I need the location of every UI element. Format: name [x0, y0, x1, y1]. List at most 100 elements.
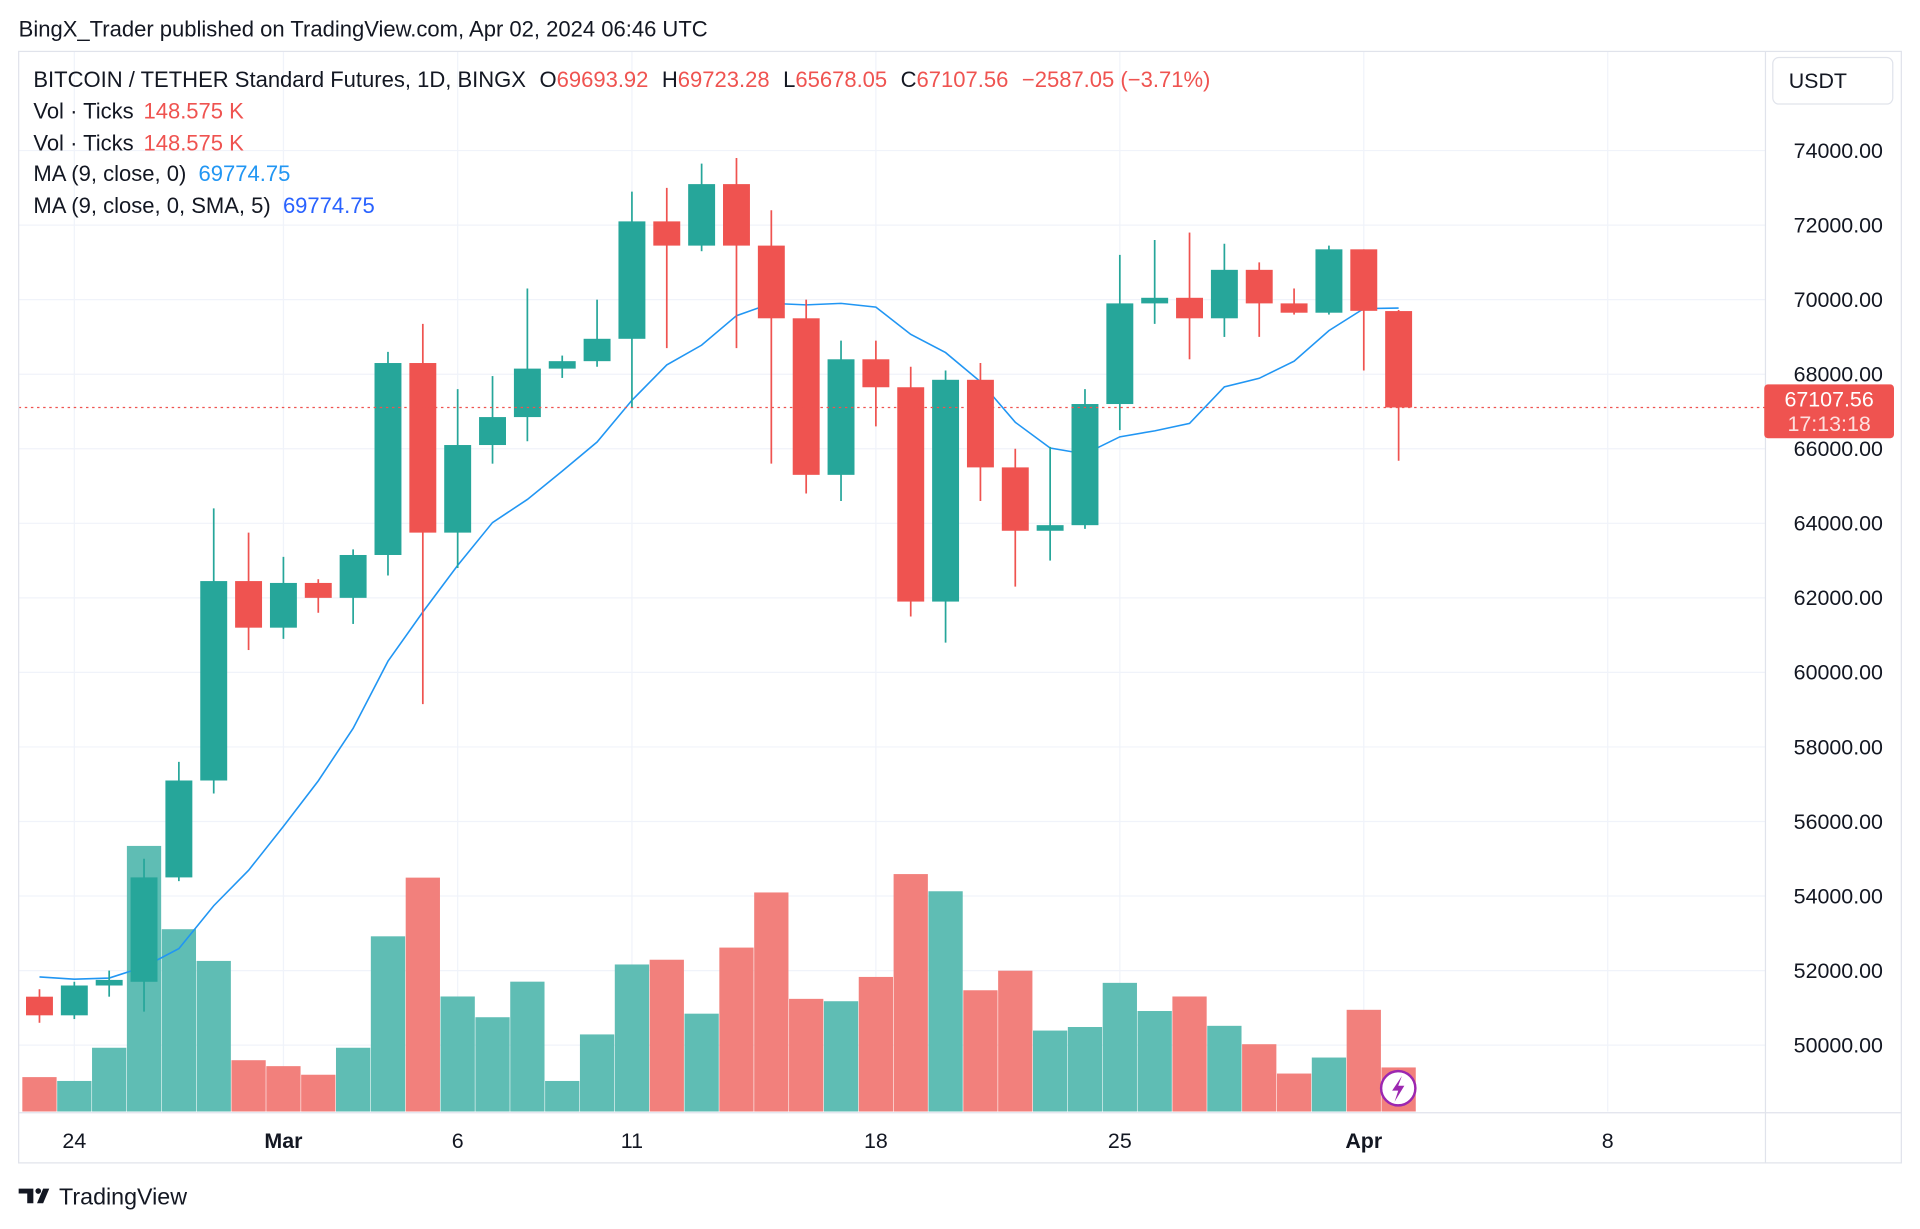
candle-body: [513, 368, 541, 418]
high-label: H: [662, 67, 678, 92]
time-axis[interactable]: 24 Mar 6 11 18 25 Apr 8: [62, 1129, 1613, 1153]
candle: [60, 981, 88, 1020]
candle: [1385, 309, 1413, 461]
time-tick-label: 24: [62, 1129, 86, 1153]
volume-bar: [754, 892, 789, 1112]
close-label: C: [901, 67, 917, 92]
volume-bar: [614, 964, 650, 1112]
vol-value: 148.575 K: [143, 99, 244, 124]
candle-body: [827, 359, 855, 475]
candle: [165, 761, 193, 882]
ma-label: MA (9, close, 0, SMA, 5): [33, 193, 270, 218]
candle-body: [130, 877, 158, 982]
volume-bar: [22, 1077, 57, 1112]
candle: [583, 299, 611, 367]
volume-bar: [963, 990, 998, 1112]
lightning-icon[interactable]: [1379, 1069, 1417, 1107]
open-label: O: [539, 67, 556, 92]
volume-bar: [335, 1047, 371, 1112]
price-tick-label: 60000.00: [1794, 661, 1883, 685]
candle: [1106, 254, 1134, 431]
candle-body: [444, 445, 472, 533]
candle-body: [653, 221, 681, 246]
vol-label: Vol · Ticks: [33, 99, 133, 124]
time-tick-label: 25: [1108, 1129, 1132, 1153]
volume-bar: [649, 959, 684, 1112]
volume-bar: [231, 1060, 266, 1112]
currency-button[interactable]: [1772, 56, 1894, 105]
volume-bar: [196, 960, 231, 1112]
candle-body: [1350, 249, 1378, 311]
tradingview-logo[interactable]: TradingView: [18, 1184, 188, 1210]
candle: [269, 556, 297, 639]
bar-countdown: 17:13:18: [1787, 412, 1870, 436]
high-value: 69723.28: [678, 67, 770, 92]
volume-bar: [440, 996, 475, 1112]
volume-legend-2[interactable]: Vol · Ticks 148.575 K: [33, 131, 244, 156]
candle: [723, 158, 750, 349]
candle-body: [479, 417, 506, 446]
candle: [1176, 232, 1203, 360]
candle-body: [723, 184, 750, 246]
candle: [653, 187, 681, 349]
candle-body: [862, 359, 890, 388]
volume-bar: [301, 1074, 336, 1112]
price-tick-label: 62000.00: [1794, 586, 1883, 610]
candle: [1280, 288, 1308, 315]
ma-line: [39, 302, 1399, 980]
time-tick-label: 18: [864, 1129, 888, 1153]
published-info: BingX_Trader published on TradingView.co…: [19, 17, 708, 42]
candle: [1350, 249, 1378, 371]
symbol-legend[interactable]: BITCOIN / TETHER Standard Futures, 1D, B…: [33, 67, 1210, 92]
price-tick-label: 74000.00: [1794, 139, 1883, 163]
price-tick-label: 58000.00: [1794, 735, 1883, 759]
candle: [862, 340, 890, 427]
price-axis[interactable]: 74000.00 72000.00 70000.00 68000.00 66000.00…: [1794, 139, 1883, 1058]
candle: [1141, 240, 1169, 324]
time-tick-label: Mar: [264, 1129, 302, 1153]
volume-bar: [1102, 982, 1137, 1112]
volume-bar: [789, 998, 824, 1112]
volume-bar: [1172, 996, 1207, 1112]
ma-legend-1[interactable]: MA (9, close, 0) 69774.75: [33, 161, 290, 186]
candle-body: [1141, 297, 1169, 304]
chart-frame: [18, 50, 1902, 1164]
candle-body: [1001, 467, 1029, 531]
candle-body: [548, 361, 576, 369]
candle-body: [1176, 297, 1203, 319]
ma-legend-2[interactable]: MA (9, close, 0, SMA, 5) 69774.75: [33, 193, 374, 218]
ma-value: 69774.75: [283, 193, 375, 218]
candle: [200, 508, 228, 794]
volume-bar: [893, 874, 928, 1112]
candle: [95, 970, 123, 997]
candle: [757, 210, 785, 464]
candle: [479, 376, 506, 464]
candle-body: [1106, 303, 1134, 405]
volume-legend-1[interactable]: Vol · Ticks 148.575 K: [33, 99, 244, 124]
low-label: L: [783, 67, 795, 92]
candle-body: [1071, 404, 1099, 526]
legend: BITCOIN / TETHER Standard Futures, 1D, B…: [33, 67, 1210, 218]
volume-bar: [370, 936, 406, 1112]
volume-bar: [510, 981, 545, 1112]
price-tick-label: 50000.00: [1794, 1033, 1883, 1057]
candle: [688, 163, 716, 252]
brand-name: TradingView: [59, 1184, 187, 1210]
tv-logo-icon: [18, 1188, 50, 1204]
close-value: 67107.56: [917, 67, 1009, 92]
candle: [966, 363, 994, 501]
symbol-name: BITCOIN / TETHER Standard Futures, 1D, B…: [33, 67, 526, 92]
volume-bar: [1311, 1057, 1347, 1112]
candle-body: [792, 318, 820, 475]
change-value: −2587.05 (−3.71%): [1022, 67, 1211, 92]
time-tick-label: 6: [452, 1129, 464, 1153]
candle: [513, 288, 541, 442]
candles: [26, 158, 1413, 1023]
price-tick-label: 64000.00: [1794, 512, 1883, 536]
candle: [26, 989, 53, 1023]
open-value: 69693.92: [557, 67, 649, 92]
candle-body: [688, 184, 716, 246]
candle-body: [618, 221, 646, 339]
volume-bar: [92, 1047, 127, 1112]
